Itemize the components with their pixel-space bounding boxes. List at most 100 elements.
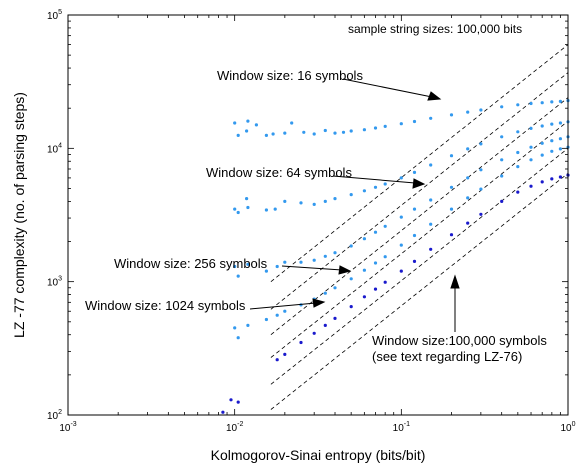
data-point	[283, 199, 287, 203]
data-point	[349, 305, 353, 309]
data-point	[558, 121, 563, 125]
data-point	[466, 221, 470, 225]
data-point	[299, 340, 303, 345]
data-point	[349, 193, 353, 197]
data-point	[233, 207, 237, 211]
data-point	[283, 260, 287, 264]
data-point	[540, 141, 544, 145]
data-point	[429, 198, 433, 202]
series-3	[233, 135, 570, 278]
data-point	[323, 323, 327, 327]
data-point	[333, 197, 337, 201]
data-point	[362, 237, 366, 241]
data-point	[383, 224, 387, 228]
data-point	[323, 254, 327, 258]
reference-lines	[270, 44, 569, 410]
data-point	[349, 277, 353, 281]
data-point	[449, 207, 454, 211]
x-axis-title: Kolmogorov-Sinai entropy (bits/bit)	[211, 447, 426, 463]
reference-line-4	[270, 120, 569, 358]
data-point	[550, 139, 554, 143]
data-point	[550, 100, 554, 104]
data-point	[341, 130, 346, 134]
data-point	[550, 177, 554, 181]
data-point	[550, 149, 554, 153]
y-axis-title: LZ -77 complexity (no. of parsing steps)	[11, 92, 27, 338]
data-point	[373, 261, 378, 265]
x-tick-label: 10-1	[393, 421, 410, 434]
data-point	[479, 187, 483, 191]
data-point	[373, 230, 378, 234]
data-point	[412, 259, 417, 263]
data-point	[299, 201, 303, 205]
data-point	[399, 269, 403, 273]
data-point	[412, 233, 417, 238]
x-tick-label: 100	[560, 421, 575, 434]
data-point	[449, 113, 454, 117]
plot-frame	[67, 14, 569, 416]
y-tick-label: 105	[47, 9, 62, 22]
data-point	[540, 180, 544, 184]
data-point	[412, 119, 417, 124]
data-point	[271, 132, 275, 136]
x-tick-label: 10-2	[226, 421, 243, 434]
y-tick-label: 102	[47, 409, 62, 422]
annotation-window-16: Window size: 16 symbols	[217, 68, 363, 83]
data-point	[466, 147, 470, 151]
annotation-window-100000: Window size:100,000 symbols	[372, 333, 547, 348]
reference-line-3	[270, 97, 569, 336]
data-point	[399, 215, 403, 219]
data-point	[312, 132, 316, 136]
data-point	[264, 317, 268, 322]
data-point	[275, 264, 279, 269]
data-point	[333, 286, 337, 290]
data-point	[275, 358, 279, 362]
reference-line-2	[270, 72, 569, 310]
data-point	[246, 119, 250, 123]
data-point	[479, 108, 483, 112]
data-point	[529, 101, 533, 106]
data-point	[323, 291, 327, 295]
data-point	[302, 130, 306, 134]
data-point	[264, 269, 268, 273]
data-point	[449, 154, 454, 158]
data-point	[412, 170, 417, 174]
series-5	[221, 173, 570, 414]
data-point	[236, 274, 240, 278]
data-point	[516, 130, 520, 134]
data-point	[449, 233, 454, 237]
data-point	[540, 124, 544, 128]
reference-line-6	[270, 172, 569, 410]
data-point	[399, 122, 403, 126]
data-point	[500, 158, 504, 162]
data-point	[229, 398, 233, 402]
data-point	[373, 126, 378, 130]
data-point	[516, 150, 520, 155]
data-point	[221, 410, 225, 414]
data-point	[333, 251, 337, 255]
data-point	[349, 129, 353, 133]
data-point	[299, 260, 303, 264]
data-point	[236, 210, 240, 215]
data-point	[516, 103, 520, 107]
data-point	[412, 207, 417, 211]
data-point	[246, 205, 250, 210]
series-1	[233, 99, 570, 137]
data-point	[233, 264, 237, 269]
data-point	[245, 197, 249, 201]
data-point	[362, 189, 366, 193]
data-point	[529, 145, 533, 149]
data-point	[383, 124, 387, 128]
data-point	[233, 121, 237, 125]
reference-line-5	[270, 147, 569, 385]
data-point	[540, 101, 544, 105]
x-tick-label: 10-3	[59, 421, 76, 434]
data-point	[550, 122, 554, 126]
reference-line-1	[270, 44, 569, 283]
data-point	[466, 196, 470, 200]
data-point	[429, 247, 433, 251]
data-point	[449, 185, 454, 189]
data-point	[275, 313, 279, 317]
data-point	[500, 174, 504, 178]
